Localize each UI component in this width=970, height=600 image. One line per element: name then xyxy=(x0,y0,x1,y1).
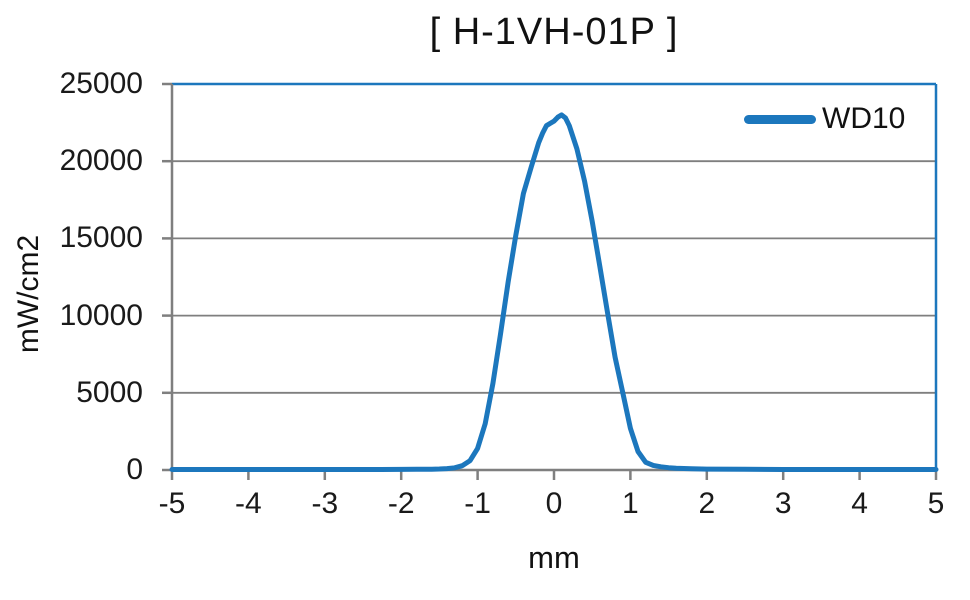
y-tick-label: 10000 xyxy=(59,298,143,332)
x-tick-label: 5 xyxy=(927,487,945,520)
x-tick-label: 2 xyxy=(698,487,716,520)
legend-line-swatch xyxy=(744,114,816,124)
x-tick-label: -3 xyxy=(311,487,339,520)
y-tick-label: 15000 xyxy=(59,221,143,255)
y-tick-label: 20000 xyxy=(59,144,143,178)
y-tick-label: 0 xyxy=(126,453,143,486)
legend: WD10 xyxy=(744,103,905,135)
x-tick-label: -1 xyxy=(464,487,491,520)
x-tick-label: 1 xyxy=(622,487,639,520)
x-tick-label: 0 xyxy=(545,487,563,520)
legend-label: WD10 xyxy=(822,102,906,135)
x-tick-label: 3 xyxy=(774,487,792,520)
y-tick-label: 25000 xyxy=(59,67,143,100)
x-tick-label: -5 xyxy=(158,487,186,520)
x-axis-title: mm xyxy=(528,540,580,575)
series-line-wd10 xyxy=(169,112,939,472)
x-tick-label: 4 xyxy=(851,487,868,520)
x-tick-label: -2 xyxy=(387,487,415,520)
chart-title: [ H-1VH-01P ] xyxy=(429,11,679,53)
y-tick-label: 5000 xyxy=(76,375,143,409)
x-tick-label: -4 xyxy=(235,487,262,520)
